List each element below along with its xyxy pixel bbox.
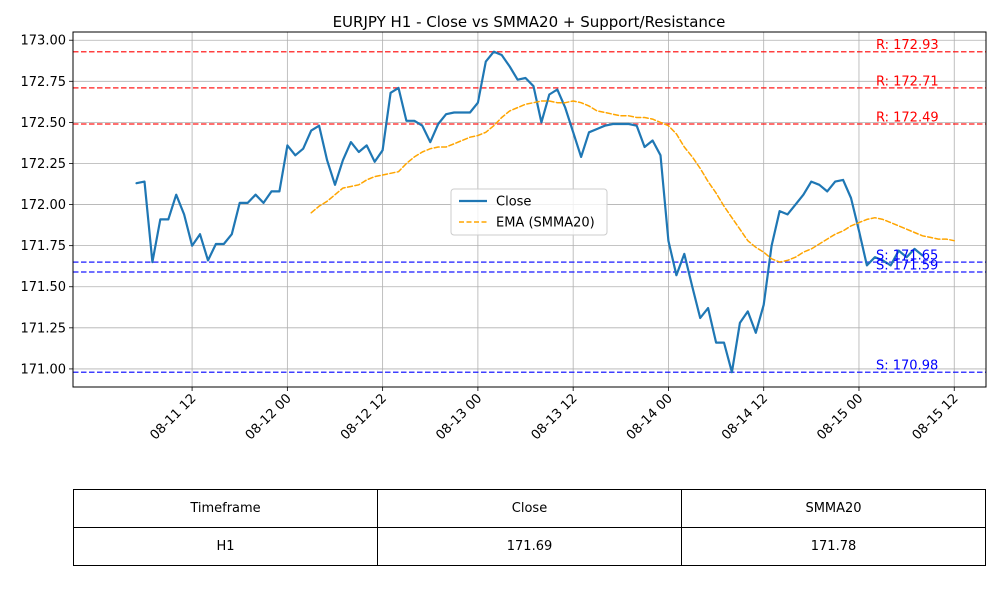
x-tick-label: 08-14 12 — [719, 391, 771, 443]
resistance-level-label: R: 172.49 — [876, 111, 939, 126]
stats-table-row: H1 171.69 171.78 — [73, 527, 986, 566]
plot-area-frame — [72, 31, 987, 388]
resistance-level-label: R: 172.93 — [876, 38, 939, 53]
support-level-label: S: 171.65 — [876, 249, 938, 264]
y-tick-label: 172.25 — [21, 157, 67, 172]
legend-box — [450, 188, 608, 236]
stats-header-close: Close — [377, 489, 682, 528]
x-tick-label: 08-12 12 — [338, 391, 390, 443]
legend-close-label: Close — [496, 195, 531, 210]
smma20-series-line — [310, 100, 955, 263]
level-labels: R: 172.93R: 172.71R: 172.49S: 171.65S: 1… — [876, 38, 939, 373]
x-tick-label: 08-12 00 — [243, 391, 295, 443]
y-tick-label: 173.00 — [21, 34, 67, 49]
legend: Close EMA (SMMA20) — [450, 188, 608, 236]
close-series-line — [135, 50, 924, 374]
series — [135, 50, 955, 374]
resistance-level-label: R: 172.71 — [876, 74, 939, 89]
legend-smma-label: EMA (SMMA20) — [496, 216, 595, 231]
y-tick-label: 172.50 — [21, 116, 67, 131]
x-tick-label: 08-15 00 — [814, 391, 866, 443]
y-tick-label: 172.75 — [21, 75, 67, 90]
y-tick-label: 171.25 — [21, 321, 67, 336]
y-tick-label: 172.00 — [21, 198, 67, 213]
stats-cell-close: 171.69 — [377, 527, 682, 566]
stats-table: Timeframe Close SMMA20 H1 171.69 171.78 — [73, 489, 986, 566]
x-tick-label: 08-13 00 — [433, 391, 485, 443]
x-tick-label: 08-14 00 — [624, 391, 676, 443]
x-tick-label: 08-13 12 — [529, 391, 581, 443]
stats-header-timeframe: Timeframe — [73, 489, 378, 528]
stats-cell-smma20: 171.78 — [681, 527, 986, 566]
chart-title: EURJPY H1 - Close vs SMMA20 + Support/Re… — [333, 13, 726, 31]
stats-cell-timeframe: H1 — [73, 527, 378, 566]
x-tick-label: 08-11 12 — [147, 391, 199, 443]
support-level-label: S: 170.98 — [876, 359, 938, 374]
y-tick-label: 171.50 — [21, 280, 67, 295]
support-resistance-levels — [73, 50, 986, 373]
y-tick-label: 171.75 — [21, 239, 67, 254]
x-tick-label: 08-15 12 — [910, 391, 962, 443]
axes: 08-11 12 08-12 00 08-12 12 08-13 00 08-13 12… — [21, 34, 962, 443]
stats-header-smma20: SMMA20 — [681, 489, 986, 528]
y-tick-label: 171.00 — [21, 362, 67, 377]
support-level-label: S: 171.59 — [876, 258, 938, 273]
stats-table-header-row: Timeframe Close SMMA20 — [73, 489, 986, 528]
